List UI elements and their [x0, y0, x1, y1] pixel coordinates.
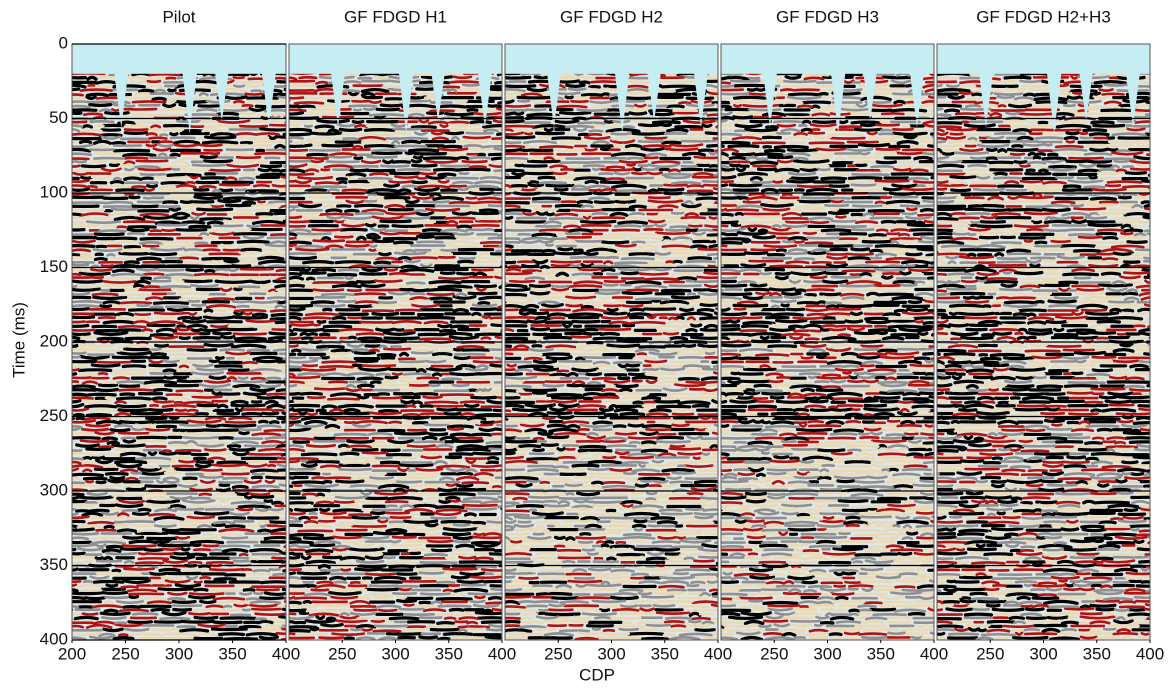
y-tick-label: 200 — [40, 331, 68, 350]
x-tick-label: 250 — [544, 644, 572, 663]
x-tick-label: 250 — [111, 644, 139, 663]
x-tick-label: 300 — [597, 644, 625, 663]
x-tick-label: 250 — [760, 644, 788, 663]
y-tick-label: 250 — [40, 406, 68, 425]
panel-title: Pilot — [162, 7, 195, 26]
panel-title: GF FDGD H3 — [776, 7, 879, 26]
no-data-area — [505, 44, 718, 74]
y-tick-label: 300 — [40, 480, 68, 499]
x-tick-label: 300 — [813, 644, 841, 663]
x-tick-label: 350 — [867, 644, 895, 663]
x-tick-label: 250 — [328, 644, 356, 663]
no-data-area — [72, 44, 286, 74]
x-tick-label: 400 — [488, 644, 516, 663]
x-tick-label: 350 — [651, 644, 679, 663]
panel-title: GF FDGD H1 — [344, 7, 447, 26]
x-tick-label: 400 — [704, 644, 732, 663]
x-axis-label: CDP — [579, 665, 615, 684]
y-tick-label: 150 — [40, 257, 68, 276]
y-tick-label: 0 — [59, 33, 68, 52]
no-data-area — [289, 44, 502, 74]
y-tick-label: 50 — [49, 108, 68, 127]
y-axis-label: Time (ms) — [9, 302, 28, 378]
no-data-area — [721, 44, 934, 74]
panel-title: GF FDGD H2 — [560, 7, 663, 26]
x-tick-label: 400 — [272, 644, 300, 663]
x-tick-label: 350 — [1083, 644, 1111, 663]
x-tick-label: 300 — [381, 644, 409, 663]
x-tick-label: 400 — [1136, 644, 1164, 663]
x-tick-label: 300 — [165, 644, 193, 663]
no-data-area — [937, 44, 1150, 74]
x-tick-label: 250 — [976, 644, 1004, 663]
x-tick-label: 300 — [1029, 644, 1057, 663]
x-tick-label: 350 — [435, 644, 463, 663]
y-tick-label: 350 — [40, 555, 68, 574]
panel-title: GF FDGD H2+H3 — [976, 7, 1111, 26]
x-tick-label: 400 — [920, 644, 948, 663]
x-tick-label: 200 — [58, 644, 86, 663]
y-tick-label: 100 — [40, 182, 68, 201]
x-tick-label: 350 — [218, 644, 246, 663]
